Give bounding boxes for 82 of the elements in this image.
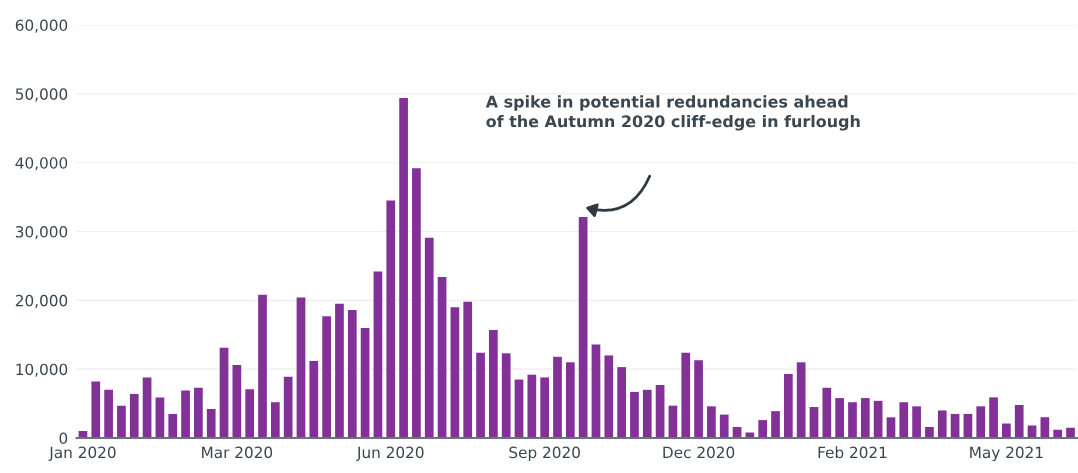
bar [245,389,255,438]
y-tick-label: 20,000 [15,294,68,308]
bar [1002,423,1011,438]
annotation: A spike in potential redundancies ahead of the Autumn 2020 cliff-edge in furlough [485,95,860,131]
bar [617,367,626,438]
bar [489,329,498,438]
bar [412,168,421,438]
bar [1040,417,1050,438]
bar [1066,427,1075,438]
y-tick-label: 40,000 [15,157,68,171]
bar [155,397,165,438]
bar [630,391,639,438]
bar [335,303,344,438]
x-tick-label: Dec 2020 [663,446,735,459]
x-tick-label: Feb 2021 [818,446,887,459]
bar [796,362,806,438]
bar [707,406,716,438]
bar [194,387,203,438]
bar [399,98,408,438]
bar [758,420,768,438]
bar [912,406,921,438]
y-tick-label: 10,000 [16,363,68,377]
y-tick-label: 0 [59,432,68,445]
bar [450,307,460,438]
bar [989,397,998,438]
bar [937,410,947,438]
bar [463,301,473,438]
x-tick-label: May 2021 [970,446,1043,462]
bar [91,381,101,438]
bar [719,414,729,438]
bar [117,405,126,438]
x-tick-label: Sep 2020 [509,446,580,462]
bar [655,385,665,438]
bar [296,297,306,438]
bar [578,217,588,438]
bar [860,398,870,438]
bar [783,373,793,438]
y-tick-label: 60,000 [15,19,68,33]
bar [258,294,267,438]
bar [168,413,178,438]
bar [771,411,780,438]
bar [270,402,280,438]
bar [925,426,934,438]
bar [848,402,857,438]
bar [360,327,370,438]
bar [565,362,575,438]
y-tick-label: 50,000 [15,88,68,102]
bar [181,390,190,438]
bar [283,376,293,438]
bar [206,409,216,438]
bar [835,398,845,438]
y-tick-label: 30,000 [15,226,68,240]
bar [822,387,832,438]
bar [322,316,331,438]
bar [681,352,691,438]
x-tick-label: Mar 2020 [202,446,273,459]
bar [232,365,242,438]
bar [309,360,319,438]
bar [540,377,550,438]
bar [1014,404,1024,438]
bar [501,353,511,438]
bar [373,271,383,438]
bar [694,360,703,438]
x-tick-label: Jun 2020 [356,446,424,461]
bar [899,402,909,438]
bar [129,393,139,438]
bar [476,352,485,438]
x-tick-label: Jan 2020 [48,446,116,461]
bar [219,347,229,438]
bar [642,389,652,438]
bar [553,356,562,438]
bar [604,355,614,438]
bar [527,374,537,438]
bar [437,276,447,438]
bar [386,200,396,438]
bar [976,406,986,438]
bar [142,377,152,438]
bar [347,309,357,438]
bar [424,237,434,438]
bar [104,389,113,438]
bar [591,344,601,438]
bar [514,379,524,438]
